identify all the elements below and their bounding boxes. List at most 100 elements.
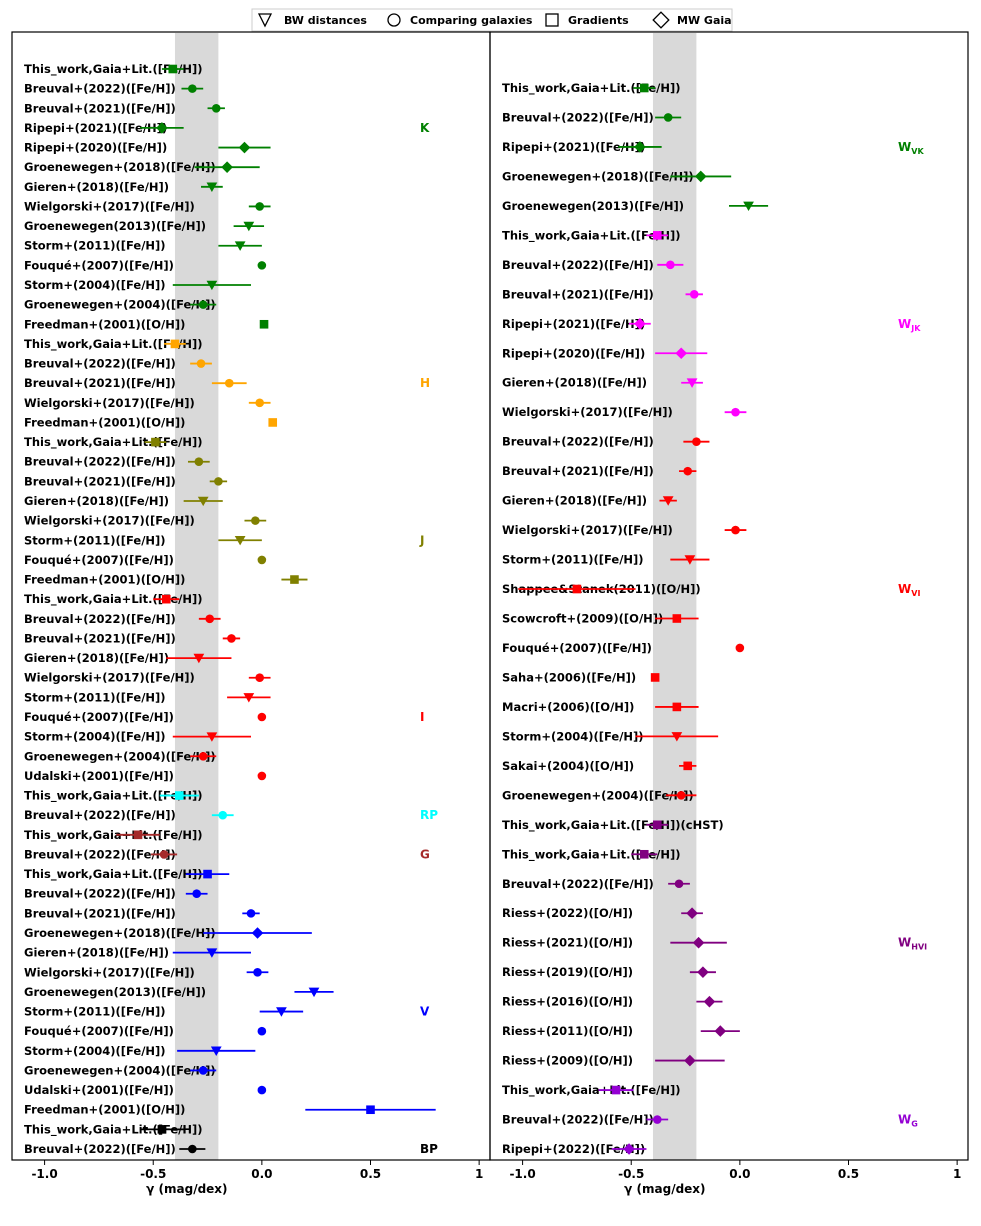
- band-label: RP: [420, 808, 438, 822]
- data-point: [259, 319, 269, 329]
- row-label: This_work,Gaia+Lit.([Fe/H]): [24, 592, 203, 607]
- data-point: [255, 202, 264, 211]
- x-axis-label: γ (mag/dex): [624, 1182, 705, 1196]
- row-label: This_work,Gaia+Lit.([Fe/H]): [24, 435, 203, 450]
- data-point: [192, 889, 201, 899]
- row-label: Groenewegen+(2018)([Fe/H]): [24, 926, 216, 940]
- data-point: [572, 584, 582, 594]
- data-point: [151, 437, 160, 447]
- data-point: [666, 260, 675, 270]
- row-label: Ripepi+(2020)([Fe/H]): [502, 346, 645, 360]
- data-point: [243, 693, 255, 703]
- x-axis-label: γ (mag/dex): [146, 1182, 227, 1196]
- row-label: Gieren+(2018)([Fe/H]): [24, 946, 169, 960]
- x-tick-label: 0.0: [729, 1167, 750, 1181]
- data-point: [684, 1054, 696, 1067]
- band-label: WVK: [898, 140, 924, 156]
- row-label: Wielgorski+(2017)([Fe/H]): [24, 396, 195, 410]
- row-label: Groenewegen+(2004)([Fe/H]): [24, 1063, 216, 1077]
- band-label: WVI: [898, 582, 920, 598]
- data-point: [198, 751, 208, 761]
- row-label: Breuval+(2021)([Fe/H]): [24, 631, 176, 645]
- data-point: [198, 1066, 208, 1075]
- data-point: [197, 496, 209, 507]
- row-label: Groenewegen+(2018)([Fe/H]): [24, 160, 216, 174]
- data-point: [203, 869, 212, 879]
- data-point: [684, 555, 696, 565]
- row-label: Breuval+(2022)([Fe/H]): [24, 1142, 176, 1156]
- row-label: Breuval+(2022)([Fe/H]): [24, 82, 176, 96]
- band-label: I: [420, 710, 424, 724]
- data-point: [175, 791, 184, 800]
- data-point: [662, 496, 674, 506]
- row-label: This_work,Gaia+Lit.([Fe/H]): [502, 1083, 681, 1098]
- band-label: J: [419, 533, 424, 547]
- data-point: [731, 407, 740, 417]
- band-label: V: [420, 1005, 430, 1019]
- data-point: [218, 810, 228, 820]
- data-point: [675, 347, 688, 360]
- row-label: Storm+(2011)([Fe/H]): [24, 1005, 166, 1019]
- row-label: Breuval+(2021)([Fe/H]): [24, 906, 176, 920]
- row-label: Wielgorski+(2017)([Fe/H]): [24, 671, 195, 685]
- band-label: WHVI: [898, 936, 927, 952]
- data-point: [674, 879, 684, 889]
- data-point: [653, 231, 662, 240]
- x-tick-label: 1: [953, 1167, 961, 1181]
- data-point: [227, 634, 236, 643]
- legend: BW distances Comparing galaxies Gradients M…: [251, 8, 733, 32]
- data-point: [196, 359, 206, 368]
- legend-label: BW distances: [284, 14, 367, 27]
- data-point: [694, 170, 707, 183]
- data-point: [206, 280, 218, 291]
- row-label: Riess+(2019)([O/H]): [502, 965, 633, 979]
- legend-label: Gradients: [568, 14, 629, 27]
- data-point: [214, 477, 223, 486]
- legend-marker-circle: [387, 13, 401, 27]
- data-point: [170, 339, 180, 349]
- x-tick-label: -1.0: [509, 1167, 535, 1181]
- x-tick-label: 1: [475, 1167, 483, 1181]
- row-label: Breuval+(2021)([Fe/H]): [502, 464, 654, 478]
- data-point: [735, 643, 745, 653]
- data-point: [672, 702, 682, 712]
- data-point: [663, 113, 673, 122]
- row-label: Storm+(2011)([Fe/H]): [24, 239, 166, 253]
- row-label: Ripepi+(2022)([Fe/H]): [502, 1142, 645, 1156]
- axes-frame: [489, 31, 969, 1161]
- row-label: Groenewegen+(2004)([Fe/H]): [24, 298, 216, 312]
- row-label: Fouqué+(2007)([Fe/H]): [24, 553, 174, 567]
- x-tick-label: -0.5: [140, 1167, 166, 1181]
- row-label: Breuval+(2021)([Fe/H]): [24, 376, 176, 390]
- row-label: Wielgorski+(2017)([Fe/H]): [24, 199, 195, 213]
- row-label: Freedman+(2001)([O/H]): [24, 415, 185, 429]
- row-label: Udalski+(2001)([Fe/H]): [24, 769, 174, 783]
- row-label: Riess+(2016)([O/H]): [502, 995, 633, 1009]
- row-label: Riess+(2022)([O/H]): [502, 906, 633, 920]
- row-label: Breuval+(2021)([Fe/H]): [24, 101, 176, 115]
- data-point: [198, 300, 208, 309]
- x-tick-label: -0.5: [618, 1167, 644, 1181]
- data-point: [251, 516, 260, 525]
- row-label: Storm+(2011)([Fe/H]): [502, 553, 644, 567]
- data-point: [234, 535, 246, 546]
- x-tick-label: 0.5: [838, 1167, 859, 1181]
- row-label: Saha+(2006)([Fe/H]): [502, 670, 636, 684]
- legend-marker-square: [545, 13, 559, 27]
- row-label: Breuval+(2022)([Fe/H]): [24, 887, 176, 901]
- row-label: Breuval+(2022)([Fe/H]): [502, 1113, 654, 1127]
- row-label: Wielgorski+(2017)([Fe/H]): [24, 965, 195, 979]
- row-label: Groenewegen+(2004)([Fe/H]): [502, 788, 694, 802]
- data-point: [157, 1125, 167, 1134]
- data-point: [689, 290, 699, 299]
- data-point: [193, 653, 205, 664]
- row-label: Groenewegen(2013)([Fe/H]): [24, 219, 206, 233]
- band-label: K: [420, 121, 430, 135]
- row-label: Scowcroft+(2009)([O/H]): [502, 612, 663, 626]
- data-point: [653, 820, 662, 830]
- data-point: [290, 575, 299, 584]
- data-point: [255, 398, 264, 408]
- row-label: Fouqué+(2007)([Fe/H]): [24, 258, 174, 272]
- row-label: Gieren+(2018)([Fe/H]): [502, 376, 647, 390]
